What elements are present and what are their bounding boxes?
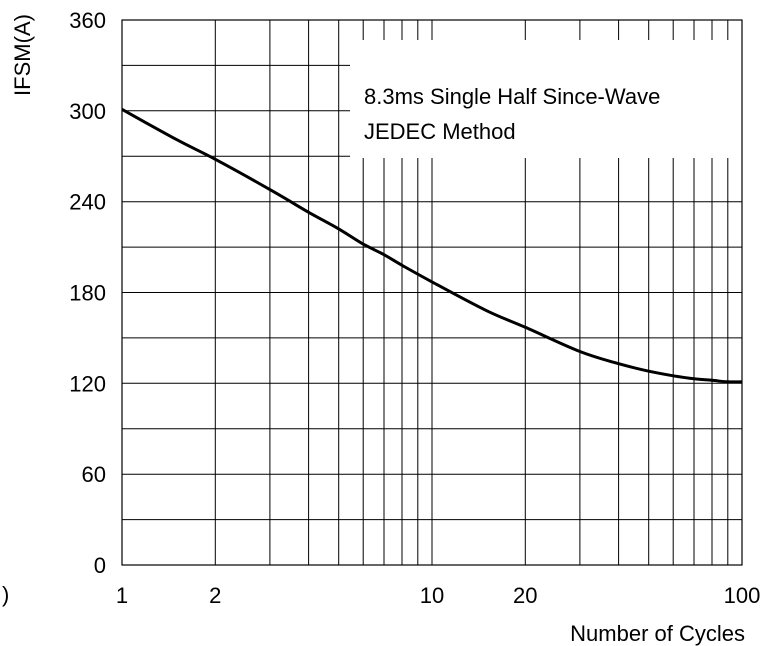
x-tick-label: 20	[513, 583, 537, 608]
y-tick-label: 240	[69, 190, 106, 215]
y-tick-label: 300	[69, 99, 106, 124]
x-tick-label: 10	[420, 583, 444, 608]
x-tick-labels: 1 2 10 20 100	[116, 583, 760, 608]
annotation-box	[350, 40, 742, 158]
surge-current-curve	[121, 107, 743, 384]
annotation-line-2: JEDEC Method	[364, 119, 516, 144]
x-tick-label: 100	[724, 583, 761, 608]
x-axis-label: Number of Cycles	[570, 621, 745, 646]
plot-frame	[121, 19, 743, 566]
y-tick-label: 60	[82, 462, 106, 487]
annotation-line-1: 8.3ms Single Half Since-Wave	[364, 84, 660, 109]
y-tick-label: 360	[69, 8, 106, 33]
y-axis-label: IFSM(A)	[10, 14, 35, 96]
y-tick-label: 180	[69, 281, 106, 306]
x-tick-label: 2	[209, 583, 221, 608]
stray-mark: )	[2, 582, 9, 607]
y-tick-label: 0	[94, 553, 106, 578]
y-tick-labels: 0 60 120 180 240 300 360	[69, 8, 106, 578]
x-tick-label: 1	[116, 583, 128, 608]
y-tick-label: 120	[69, 371, 106, 396]
